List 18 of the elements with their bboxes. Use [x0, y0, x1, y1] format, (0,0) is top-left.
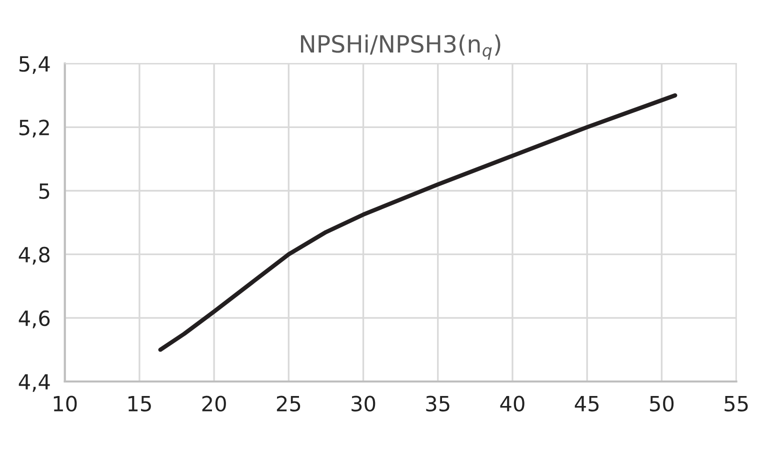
x-tick-label: 35: [426, 396, 450, 412]
y-tick-label: 4,8: [18, 246, 50, 265]
x-tick-label: 30: [352, 396, 376, 412]
x-tick-label: 25: [276, 396, 300, 412]
x-tick-label: 55: [724, 396, 748, 412]
x-tick-label: 45: [574, 396, 599, 412]
chart-title: NPSHi/NPSH3(n$_{q}$): [301, 34, 500, 60]
y-tick-label: 5: [39, 183, 50, 199]
x-tick-label: 40: [500, 396, 524, 412]
y-tick-label: 4,6: [18, 310, 50, 328]
x-tick-label: 10: [54, 396, 77, 412]
x-tick-label: 15: [128, 396, 151, 412]
x-tick-label: 20: [202, 396, 226, 412]
y-tick-label: 4,4: [18, 374, 50, 392]
x-tick-label: 50: [650, 396, 674, 412]
y-tick-label: 5,2: [19, 120, 49, 138]
line-series: [158, 93, 678, 352]
y-tick-label: 5,4: [19, 56, 50, 74]
